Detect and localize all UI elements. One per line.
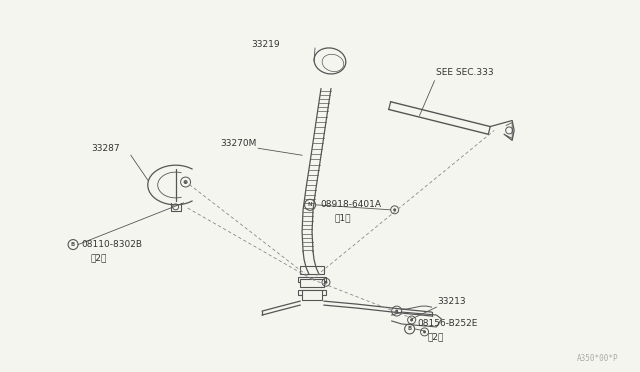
Text: 08918-6401A: 08918-6401A: [320, 201, 381, 209]
Text: 08156-B252E: 08156-B252E: [417, 320, 478, 328]
Circle shape: [423, 330, 426, 333]
Text: （2）: （2）: [428, 332, 444, 341]
Text: 33213: 33213: [438, 296, 466, 306]
Text: 33270M: 33270M: [220, 139, 257, 148]
Circle shape: [393, 208, 396, 211]
Text: 〈2〉: 〈2〉: [91, 253, 108, 262]
Bar: [302, 290, 322, 300]
Text: 33219: 33219: [252, 39, 280, 49]
Text: A350*00*P: A350*00*P: [577, 354, 619, 363]
Bar: [298, 277, 326, 282]
Text: （1）: （1）: [335, 213, 351, 222]
Text: N: N: [308, 202, 312, 207]
Circle shape: [324, 281, 328, 284]
Bar: [300, 279, 324, 287]
Text: 08110-8302B: 08110-8302B: [81, 240, 142, 249]
Text: 33287: 33287: [91, 144, 120, 153]
Circle shape: [184, 180, 188, 184]
Text: B: B: [71, 242, 76, 247]
Circle shape: [410, 318, 413, 321]
Text: B: B: [408, 326, 412, 331]
Bar: [298, 290, 326, 295]
Circle shape: [395, 310, 398, 312]
Bar: [300, 266, 324, 274]
Text: SEE SEC.333: SEE SEC.333: [436, 68, 494, 77]
